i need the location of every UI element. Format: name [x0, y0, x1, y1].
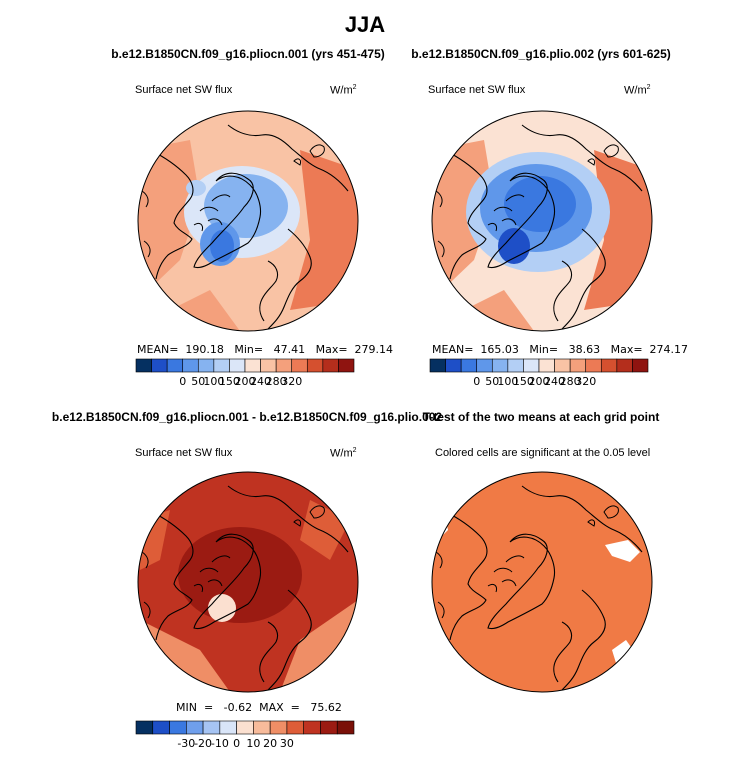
panel1-colorbar-tick-label: 100 [203, 375, 224, 388]
panel1-map [138, 111, 358, 331]
panel1-colorbar-box [260, 358, 277, 373]
panel3-colorbar-tick-label: -10 [211, 737, 229, 750]
panel3-colorbar-tick-label: 20 [263, 737, 277, 750]
panel1-units-label: W/m2 [330, 84, 357, 97]
panel2-colorbar-box [460, 358, 478, 373]
panel3-colorbar-box [303, 720, 321, 735]
panel2-colorbar-box [600, 358, 618, 373]
panel1-colorbar-box [291, 358, 308, 373]
panel1-colorbar-box [338, 358, 355, 373]
panel2-colorbar-box [429, 358, 446, 373]
panel1-colorbar-box [197, 358, 215, 373]
panel1-colorbar-tick-label: 320 [281, 375, 302, 388]
panel2-title: b.e12.B1850CN.f09_g16.plio.002 (yrs 601-… [411, 47, 671, 61]
panel2-colorbar-tick-label: 100 [497, 375, 518, 388]
panel3-colorbar-box [219, 720, 237, 735]
panel2-colorbar-tick-label: 320 [575, 375, 596, 388]
panel3-colorbar-box [320, 720, 338, 735]
panel3-colorbar-box [253, 720, 271, 735]
panel3-colorbar-box [286, 720, 304, 735]
panel2-map [432, 111, 652, 331]
panel1-colorbar-box [151, 358, 168, 373]
panel1-colorbar-tick-label: 240 [250, 375, 271, 388]
panel2-colorbar-tick-label: 240 [544, 375, 565, 388]
panel1-colorbar-tick-label: 280 [266, 375, 287, 388]
panel1-colorbar-box [275, 358, 293, 373]
panel3-colorbar-box [336, 720, 355, 735]
panel4-map [432, 472, 652, 692]
panel3-stats: MIN = -0.62 MAX = 75.62 [176, 701, 342, 714]
panel1-border [137, 110, 359, 332]
panel3-units-label: W/m2 [330, 447, 357, 460]
panel3-colorbar: -30-20-10 0 10 20 30 [135, 720, 355, 750]
panel2-colorbar-box [585, 358, 602, 373]
panel3-title: b.e12.B1850CN.f09_g16.pliocn.001 - b.e12… [51, 410, 443, 424]
panel1-title: b.e12.B1850CN.f09_g16.pliocn.001 (yrs 45… [111, 47, 385, 61]
panel2-colorbar-box [445, 358, 462, 373]
panel4-border [431, 471, 653, 693]
panel3-colorbar-tick-label: 10 [246, 737, 260, 750]
panel2-colorbar-box [491, 358, 509, 373]
panel4-note: Colored cells are significant at the 0.0… [435, 447, 651, 459]
panel3-colorbar-tick-label: -20 [194, 737, 212, 750]
panel2-colorbar-box [507, 358, 524, 373]
panel1-colorbar-tick-label: 200 [235, 375, 256, 388]
panel1-stats: MEAN= 190.18 Min= 47.41 Max= 279.14 [137, 343, 394, 356]
panel2-colorbar-tick-label: 200 [529, 375, 550, 388]
panel3-colorbar-tick-label: 0 [233, 737, 240, 750]
panel2-variable-label: Surface net SW flux [428, 84, 526, 96]
panel2-colorbar-tick-label: 150 [513, 375, 534, 388]
panel3-colorbar-tick-label: 30 [280, 737, 294, 750]
panel2-units-label: W/m2 [624, 84, 651, 97]
panel4-significance-fill [432, 472, 652, 692]
panel1-colorbar-box [229, 358, 246, 373]
panel2-colorbar-box [554, 358, 571, 373]
panel3-colorbar-box [202, 720, 221, 735]
panel3-colorbar-box [186, 720, 204, 735]
panel1-colorbar-tick-label: 150 [219, 375, 240, 388]
panel1-colorbar-box [322, 358, 339, 373]
panel3-colorbar-tick-label: -30 [177, 737, 195, 750]
panel2-colorbar-box [538, 358, 555, 373]
panel1-colorbar-box [244, 358, 261, 373]
panel2-colorbar-box [632, 358, 649, 373]
panel2-colorbar-tick-label: 50 [485, 375, 499, 388]
panel3-colorbar-box [169, 720, 187, 735]
panel1-colorbar-box [182, 358, 199, 373]
panel1-variable-label: Surface net SW flux [135, 84, 233, 96]
panel3-colorbar-box [236, 720, 254, 735]
panel2-border [431, 110, 653, 332]
panel1-colorbar-box [166, 358, 184, 373]
panel1-colorbar-box [306, 358, 324, 373]
panel3-colorbar-box [135, 720, 154, 735]
panel2-colorbar-tick-label: 0 [473, 375, 480, 388]
panel2-colorbar-box [523, 358, 540, 373]
panel2-colorbar-tick-label: 280 [560, 375, 581, 388]
panel2-colorbar-box [476, 358, 493, 373]
panel1-colorbar-box [213, 358, 230, 373]
panel1-colorbar-tick-label: 0 [179, 375, 186, 388]
panel3-map [138, 472, 358, 692]
panel1-colorbar-tick-label: 50 [191, 375, 205, 388]
panel4-title: T-test of the two means at each grid poi… [422, 410, 660, 424]
panel3-variable-label: Surface net SW flux [135, 447, 233, 459]
panel3-colorbar-box [269, 720, 288, 735]
panel2-stats: MEAN= 165.03 Min= 38.63 Max= 274.17 [432, 343, 689, 356]
panel2-colorbar-box [616, 358, 633, 373]
panel3-border [137, 471, 359, 693]
panel1-colorbar-box [135, 358, 152, 373]
page-title: JJA [344, 12, 386, 37]
panel2-colorbar-box [569, 358, 587, 373]
panel3-colorbar-box [152, 720, 170, 735]
